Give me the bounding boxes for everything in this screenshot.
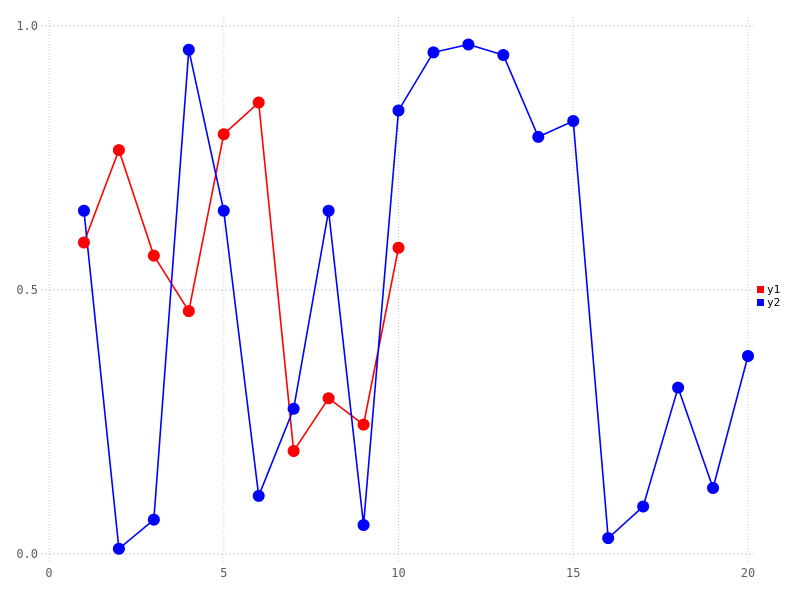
data-point-y2[interactable] — [532, 130, 545, 143]
legend-swatch-y2-icon — [757, 299, 764, 306]
data-point-y2[interactable] — [707, 482, 720, 494]
data-point-y2[interactable] — [602, 532, 615, 545]
data-point-y1[interactable] — [77, 236, 90, 249]
data-point-y2[interactable] — [287, 402, 300, 415]
legend-label-y1: y1 — [767, 283, 781, 296]
data-point-y2[interactable] — [217, 204, 230, 217]
series-line-y1 — [83, 100, 400, 454]
data-point-y1[interactable] — [147, 249, 160, 262]
legend-entry-y1: y1 — [757, 283, 780, 296]
x-tick-label: 20 — [741, 566, 755, 580]
data-point-y2[interactable] — [637, 500, 650, 513]
data-point-y1[interactable] — [287, 445, 300, 458]
x-tick-label: 5 — [220, 566, 227, 580]
data-point-y1[interactable] — [182, 305, 195, 318]
data-point-y1[interactable] — [252, 96, 265, 109]
data-point-y2[interactable] — [427, 46, 440, 59]
data-point-y2[interactable] — [322, 204, 335, 217]
legend: y1 y2 — [757, 283, 780, 309]
x-tick-label: 15 — [566, 566, 580, 580]
data-point-y2[interactable] — [357, 518, 370, 531]
legend-entry-y2: y2 — [757, 296, 780, 309]
x-tick-label: 10 — [391, 566, 405, 580]
x-tick-label: 0 — [45, 566, 52, 580]
data-point-y2[interactable] — [112, 542, 125, 555]
data-point-y2[interactable] — [672, 381, 685, 394]
y-tick-label: 1.0 — [16, 19, 38, 33]
data-point-y1[interactable] — [217, 128, 230, 141]
data-point-y1[interactable] — [112, 144, 125, 157]
data-point-y2[interactable] — [567, 115, 580, 128]
data-point-y2[interactable] — [77, 204, 90, 217]
data-point-y1[interactable] — [392, 241, 405, 254]
data-point-y2[interactable] — [392, 104, 405, 117]
legend-label-y2: y2 — [767, 296, 781, 309]
data-point-y2[interactable] — [182, 43, 195, 56]
data-point-y2[interactable] — [497, 49, 510, 62]
y-tick-label: 0.0 — [16, 547, 38, 561]
data-point-y2[interactable] — [742, 350, 754, 362]
legend-swatch-y1-icon — [757, 286, 764, 293]
series-line-y2 — [83, 43, 749, 551]
data-point-y2[interactable] — [147, 513, 160, 526]
y-tick-label: 0.5 — [16, 283, 38, 297]
data-point-y2[interactable] — [252, 489, 265, 502]
data-point-y2[interactable] — [462, 38, 475, 51]
data-point-y1[interactable] — [322, 392, 335, 405]
data-point-y1[interactable] — [357, 418, 370, 431]
